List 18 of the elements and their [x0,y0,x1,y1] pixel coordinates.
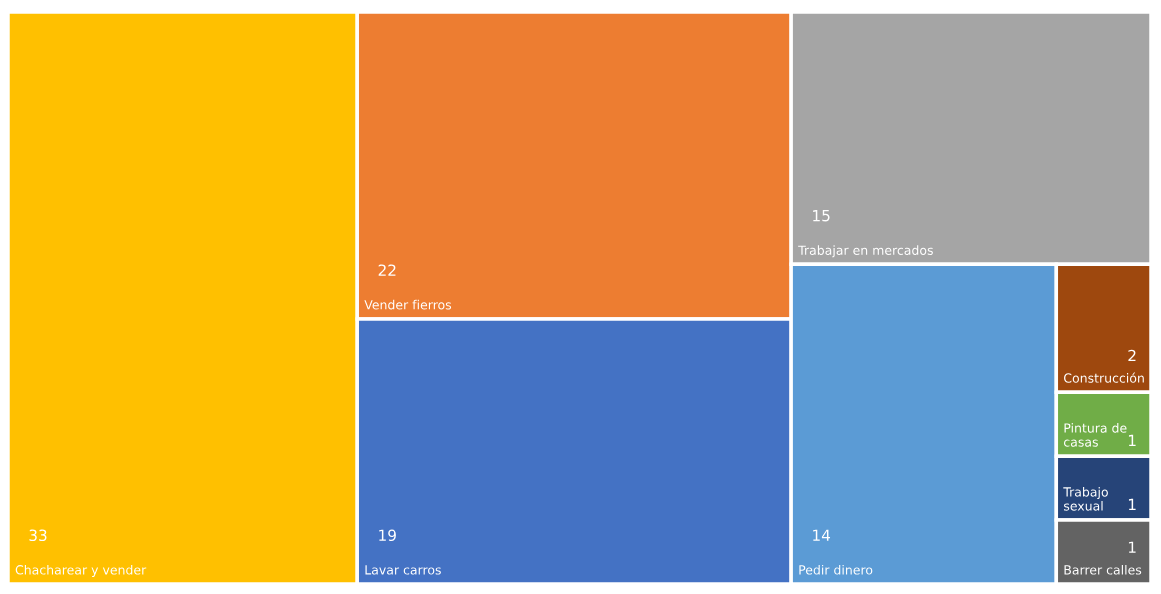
category-label: Trabajar en mercados [798,245,933,258]
data-label: 22 [378,264,396,276]
category-label: Barrer calles [1064,564,1142,575]
data-label: 14 [813,529,831,541]
category-label: Pintura de casas [1064,423,1127,447]
data-label: 15 [813,210,830,222]
category-label: Vender fierros [364,299,452,310]
category-label: Chacharear y vender [15,564,147,577]
category-label: Lavar carros [365,565,441,575]
data-label: 19 [379,529,396,542]
data-label: 33 [29,529,47,542]
category-label: Trabajo sexual [1063,486,1108,511]
data-label: 1 [1128,434,1136,446]
category-label: Pedir dinero [799,564,873,575]
data-label: 1 [1128,498,1136,510]
category-label: Construcción [1064,372,1144,383]
data-label: 1 [1128,541,1136,553]
data-label: 2 [1128,349,1136,362]
